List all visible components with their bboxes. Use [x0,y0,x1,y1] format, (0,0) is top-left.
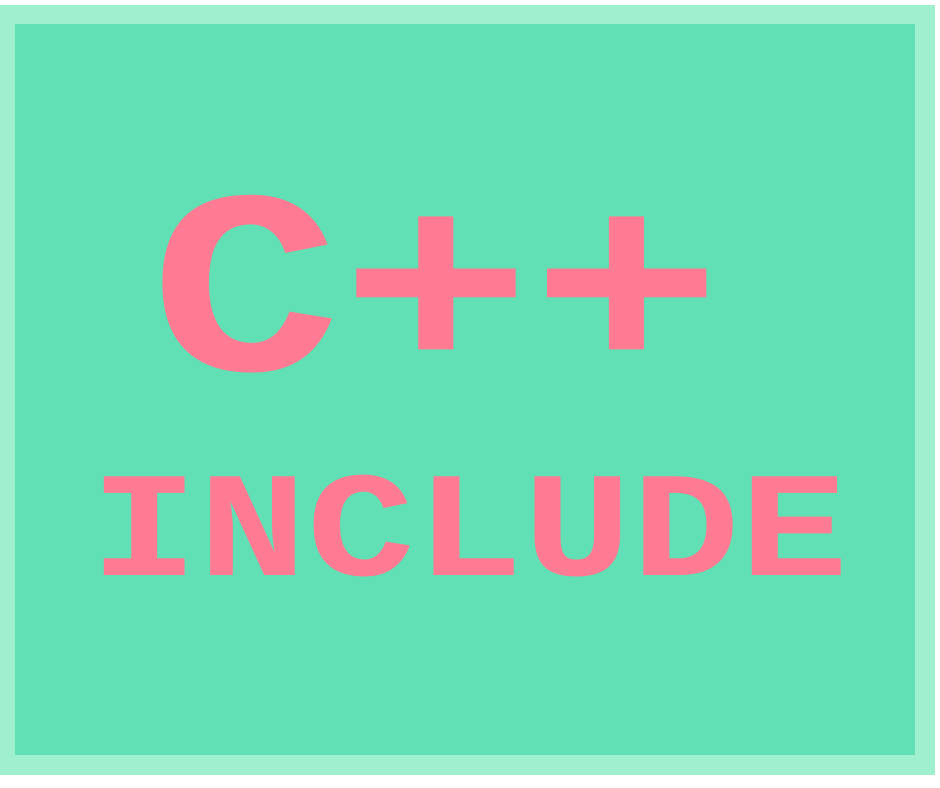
subtitle: INCLUDE [90,451,848,621]
inner-panel [15,24,915,755]
title: C++ [150,152,722,449]
